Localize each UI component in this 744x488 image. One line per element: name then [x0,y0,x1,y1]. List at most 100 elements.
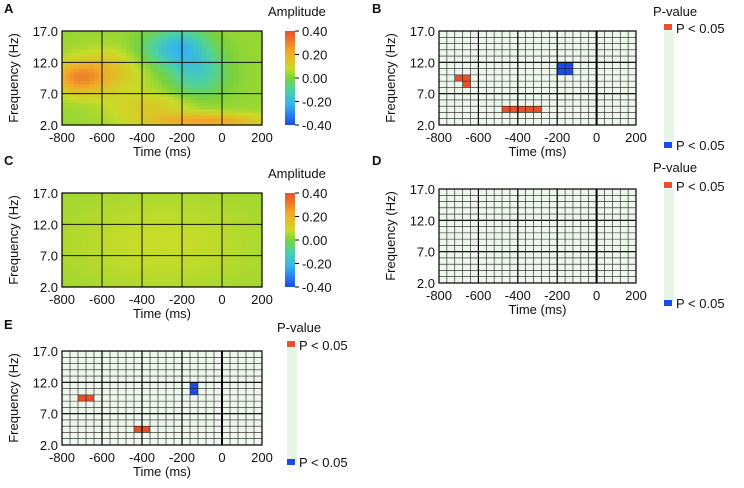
heatmap-cell [130,277,135,282]
heatmap-cell [74,46,79,51]
heatmap-cell [222,214,227,219]
heatmap-cell [174,280,179,285]
heatmap-cell [210,65,215,70]
heatmap-cell [86,268,91,272]
x-tick-label: -600 [465,288,491,303]
heatmap-cell [202,90,207,95]
heatmap-cell [142,84,147,88]
heatmap-cell [74,261,79,266]
heatmap-cell [214,233,219,238]
heatmap-cell [250,109,255,114]
heatmap-cell [86,96,91,101]
heatmap-cell [62,243,67,247]
heatmap-cell [78,59,83,63]
heatmap-cell [106,246,111,250]
heatmap-cell [126,62,131,67]
heatmap-cell [142,121,147,126]
heatmap-cell [198,34,203,38]
heatmap-cell [62,40,67,45]
heatmap-cell [66,218,71,222]
x-tick-label: -600 [465,130,491,145]
heatmap-cell [146,74,151,79]
heatmap-cell [106,218,111,222]
heatmap-cell [62,224,67,229]
heatmap-cell [190,106,195,110]
heatmap-cell [158,56,163,60]
heatmap-cell [130,74,135,79]
heatmap-cell [238,277,243,282]
heatmap-cell [242,208,247,213]
heatmap-cell [170,255,175,260]
heatmap-cell [210,68,215,73]
heatmap-cell [150,65,155,70]
y-tick-label: 2.0 [40,118,58,133]
heatmap-cell [74,65,79,70]
heatmap-cell [130,78,135,82]
heatmap-cell [66,196,71,200]
x-tick-label: -400 [129,292,155,307]
heatmap-cell [102,74,107,79]
heatmap-cell [194,193,199,197]
heatmap-cell [258,196,263,200]
heatmap-cell [142,221,147,225]
heatmap-cell [218,99,223,104]
heatmap-cell [126,240,131,244]
heatmap-cell [142,52,147,57]
heatmap-cell [102,121,107,126]
heatmap-cell [178,227,183,232]
heatmap-cell [182,106,187,110]
heatmap-cell [214,74,219,79]
heatmap-cell [82,87,87,92]
heatmap-cell [78,243,83,247]
heatmap-cell [234,230,239,235]
heatmap-cell [174,258,179,263]
panel-e: E-800 -600 -400 -200 0 20017.012.07.02.0Time … [4,317,348,479]
heatmap-cell [126,40,131,45]
heatmap-cell [182,109,187,114]
heatmap-cell [210,240,215,244]
heatmap-cell [230,277,235,282]
heatmap-cell [62,84,67,88]
heatmap-cell [158,62,163,67]
heatmap-cell [150,56,155,60]
heatmap-cell [210,93,215,98]
heatmap-cell [82,202,87,207]
heatmap-cell [194,283,199,288]
heatmap-cell [194,230,199,235]
heatmap-cell [206,84,211,88]
heatmap-cell [226,205,231,210]
heatmap-cell [162,249,167,254]
heatmap-cell [134,205,139,210]
heatmap-cell [134,271,139,276]
heatmap-cell [190,236,195,241]
heatmap-cell [226,243,231,247]
heatmap-cell [222,115,227,120]
heatmap-cell [74,243,79,247]
heatmap-cell [162,112,167,117]
heatmap-cell [78,221,83,225]
heatmap-cell [78,112,83,117]
heatmap-cell [70,93,75,98]
heatmap-cell [70,118,75,123]
heatmap-cell [186,265,191,269]
heatmap-cell [222,268,227,272]
heatmap-cell [118,218,123,222]
heatmap-cell [238,56,243,60]
heatmap-cell [234,46,239,51]
heatmap-cell [230,46,235,51]
heatmap-cell [62,202,67,207]
heatmap-cell [210,112,215,117]
x-tick-label: -600 [89,292,115,307]
heatmap-cell [122,280,127,285]
heatmap-cell [158,31,163,35]
heatmap-cell [206,118,211,123]
heatmap-cell [210,74,215,79]
heatmap-cell [222,106,227,110]
heatmap-cell [138,214,143,219]
heatmap-cell [234,96,239,101]
heatmap-cell [238,283,243,288]
heatmap-cell [102,202,107,207]
heatmap-cell [150,283,155,288]
heatmap-cell [138,121,143,126]
heatmap-cell [114,271,119,276]
